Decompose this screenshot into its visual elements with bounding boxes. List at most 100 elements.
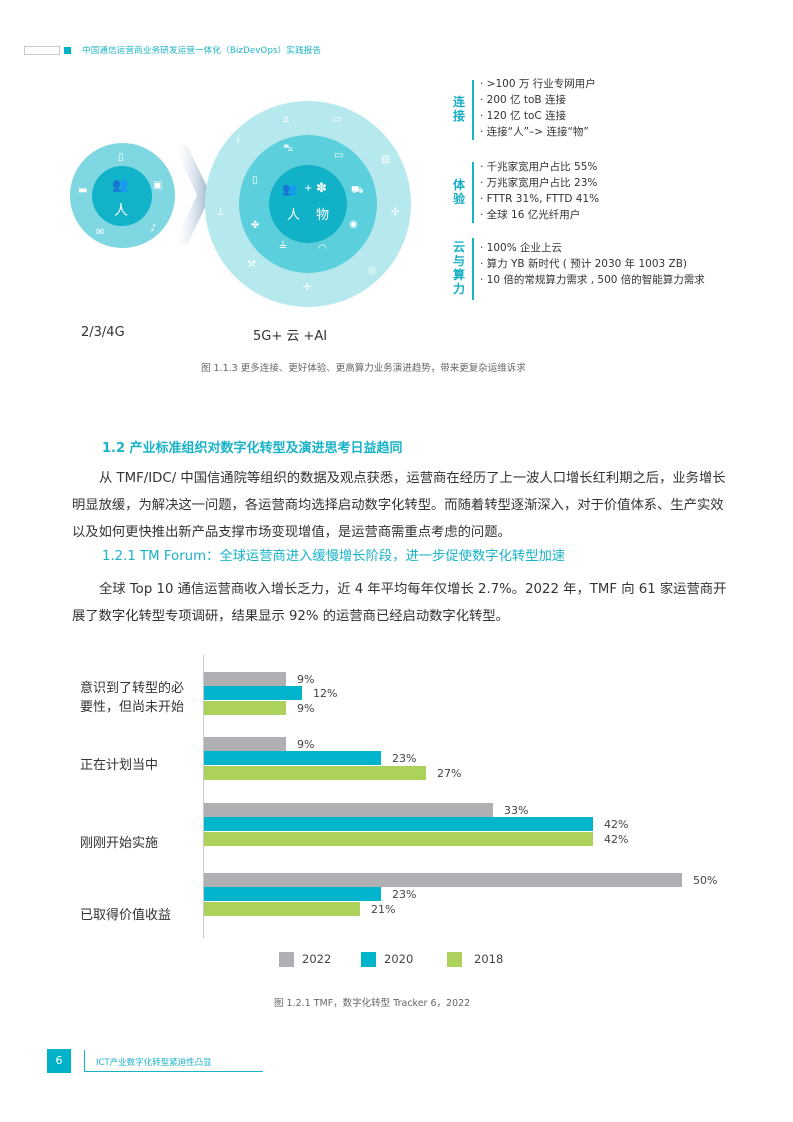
bar-2020 [204, 751, 381, 766]
legend-label-2022: 2022 [302, 952, 332, 966]
laptop-icon: ▭ [332, 114, 342, 125]
plus-sign: + [304, 183, 313, 194]
people-icon-2: 👥 [282, 182, 297, 196]
excavator-icon: ⚒ [247, 259, 256, 270]
legend-label-2018: 2018 [474, 952, 504, 966]
smartphone-icon: ▯ [118, 152, 124, 163]
bar-value-label: 27% [437, 766, 462, 780]
paragraph-text: 全球 Top 10 通信运营商收入增长乏力，近 4 年平均每年仅增长 2.7%。… [72, 582, 727, 624]
legend-swatch-2022 [279, 952, 294, 967]
bar-2022 [204, 672, 286, 686]
header-decor-box [24, 46, 60, 55]
router-icon: ⊥ [216, 207, 225, 218]
people-label: 人 [114, 203, 128, 219]
era-label-5g: 5G+ 云 +AI [253, 329, 328, 344]
group-item: · FTTR 31%, FTTD 41% [480, 193, 600, 205]
group-divider [472, 80, 474, 140]
era-label-legacy: 2/3/4G [81, 325, 125, 340]
wind-turbine-icon: ✢ [303, 282, 312, 293]
group-divider [472, 162, 474, 223]
body-paragraph-2: 全球 Top 10 通信运营商收入增长乏力，近 4 年平均每年仅增长 2.7%。… [72, 576, 727, 630]
category-label-line: 意识到了转型的必 [80, 681, 185, 696]
bar-2020 [204, 817, 593, 832]
video-icon: ▣ [153, 180, 163, 191]
power-tower-icon: ╧ [280, 242, 287, 253]
figure-caption: 图 1.1.3 更多连接、更好体验、更高算力业务演进趋势，带来更复杂运维诉求 [201, 363, 526, 374]
group-item: · 100% 企业上云 [480, 242, 563, 254]
group-item: · 连接“人”–> 连接“物” [480, 126, 589, 138]
legend-swatch-2018 [447, 952, 462, 967]
footer-section-title: ICT产业数字化转型紧迫性凸显 [96, 1058, 212, 1068]
page-number: 6 [47, 1049, 71, 1073]
bar-2020 [204, 686, 302, 701]
group-list-connection: · >100 万 行业专网用户 · 200 亿 toB 连接 · 120 亿 t… [480, 76, 596, 140]
subsection-heading: 1.2.1 TM Forum：全球运营商进入缓慢增长阶段，进一步促使数字化转型加… [102, 549, 566, 564]
bar-2020 [204, 887, 381, 902]
bar-value-label: 9% [297, 738, 315, 751]
bar-value-label: 50% [693, 874, 718, 887]
bar-2022 [204, 873, 682, 887]
footer-underline [84, 1071, 263, 1072]
people-label-2: 人 [287, 208, 301, 223]
chart-axis [203, 655, 204, 938]
group-item: · 千兆家宽用户占比 55% [480, 161, 598, 173]
truck-icon: ⛟ [351, 185, 364, 196]
group-title-cloud-compute: 云与算力 [452, 240, 465, 296]
wind-solar-icon: ✣ [391, 207, 400, 218]
group-item: · 算力 YB 新时代 ( 预计 2030 年 1003 ZB) [480, 258, 688, 270]
paragraph-text: 从 TMF/IDC/ 中国信通院等组织的数据及观点获悉，运营商在经历了上一波人口… [72, 471, 726, 540]
bar-2018 [204, 765, 426, 780]
group-divider [472, 238, 474, 300]
bar-value-label: 21% [371, 902, 396, 916]
gauge-icon: ◠ [318, 243, 327, 254]
body-paragraph: 从 TMF/IDC/ 中国信通院等组织的数据及观点获悉，运营商在经历了上一波人口… [72, 465, 727, 546]
bank-icon: ⌂ [283, 114, 290, 125]
legend-swatch-2020 [361, 952, 376, 967]
car-icon: ⛍ [283, 143, 294, 154]
bar-value-label: 42% [604, 818, 629, 832]
bar-value-label: 23% [392, 888, 417, 902]
category-label: 意识到了转型的必 要性，但尚未开始 [80, 679, 184, 717]
chart-caption: 图 1.2.1 TMF，数字化转型 Tracker 6，2022 [274, 998, 471, 1009]
group-list-cloud-compute: · 100% 企业上云 · 算力 YB 新时代 ( 预计 2030 年 1003… [480, 240, 705, 288]
group-item: · 120 亿 toC 连接 [480, 110, 567, 122]
bar-2022 [204, 803, 493, 817]
monitor-icon: ▭ [334, 150, 344, 161]
category-label: 正在计划当中 [80, 758, 159, 773]
robot-arm-icon: ✤ [251, 220, 260, 231]
bar-value-label: 9% [297, 701, 315, 715]
group-title-experience: 体验 [452, 178, 465, 206]
chevron-arrow-icon [173, 145, 211, 245]
globe-icon: ◉ [349, 219, 358, 230]
category-label: 刚刚开始实施 [80, 836, 159, 851]
things-label: 物 [316, 208, 330, 223]
section-heading: 1.2 产业标准组织对数字化转型及演进思考日益趋同 [102, 441, 403, 456]
bar-value-label: 12% [313, 687, 338, 701]
people-things-core [269, 165, 347, 243]
mail-icon: ✉ [96, 227, 105, 238]
header-decor-square [64, 47, 71, 54]
bar-value-label: 23% [392, 752, 417, 766]
bar-2022 [204, 737, 286, 751]
music-note-icon: ♪ [150, 223, 157, 234]
vr-headset-icon: ▬ [78, 185, 88, 196]
pylon-icon: ᚼ [235, 135, 241, 146]
tablet-icon: ▯ [252, 175, 258, 186]
bar-2018 [204, 700, 286, 715]
group-item: · 全球 16 亿光纤用户 [480, 209, 581, 221]
group-item: · 10 倍的常规算力需求 , 500 倍的智能算力需求 [480, 274, 705, 286]
bar-value-label: 42% [604, 832, 629, 846]
footer-divider [84, 1050, 85, 1072]
category-label: 已取得价值收益 [80, 908, 172, 923]
group-list-experience: · 千兆家宽用户占比 55% · 万兆家宽用户占比 23% · FTTR 31%… [480, 159, 599, 223]
camera-icon: ◎ [368, 265, 377, 276]
bar-value-label: 9% [297, 673, 315, 686]
legend-label-2020: 2020 [384, 952, 414, 966]
group-item: · >100 万 行业专网用户 [480, 78, 596, 90]
things-network-icon: ✽ [316, 181, 327, 196]
building-icon: ▥ [381, 154, 391, 165]
legacy-people-core [92, 166, 152, 226]
bar-value-label: 33% [504, 804, 529, 817]
group-title-connection: 连接 [452, 95, 465, 123]
bar-2018 [204, 901, 360, 916]
